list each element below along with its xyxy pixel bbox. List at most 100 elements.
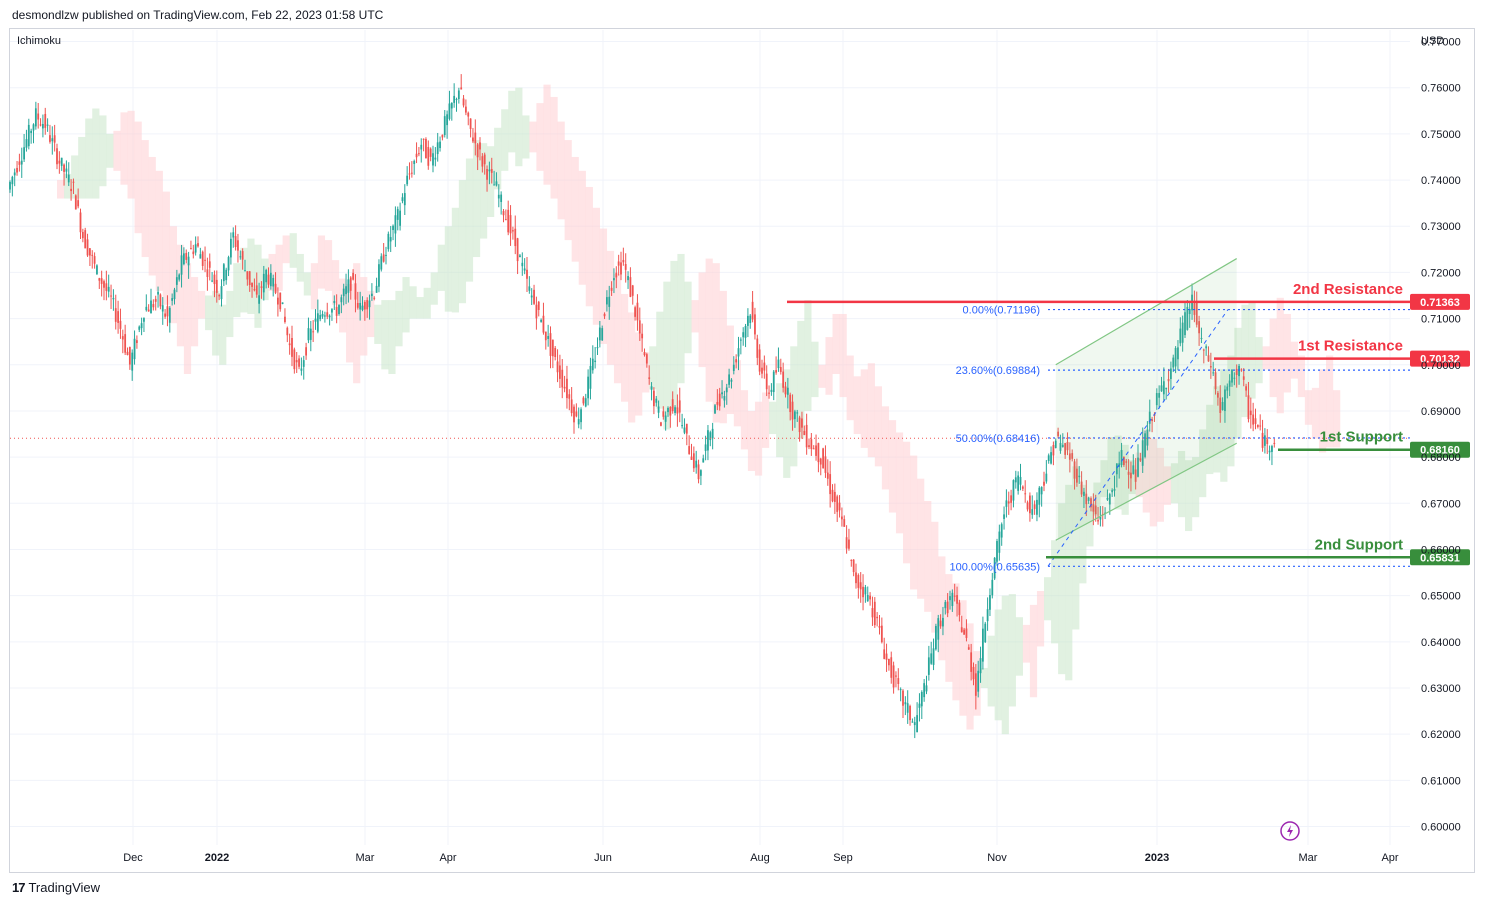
candle-body xyxy=(260,286,263,288)
candle-body xyxy=(410,172,413,174)
cloud-segment xyxy=(1008,594,1016,707)
candle-body xyxy=(972,666,975,680)
channel-upper xyxy=(1055,258,1238,366)
cloud-segment xyxy=(1142,429,1150,513)
candle-body xyxy=(460,87,463,90)
price-tick-label: 0.60000 xyxy=(1421,822,1461,834)
cloud-segment xyxy=(1177,450,1186,518)
candle-body xyxy=(1026,502,1029,510)
cloud-segment xyxy=(578,170,586,285)
cloud-segment xyxy=(120,112,128,185)
cloud-segment xyxy=(508,90,516,153)
candle-body xyxy=(1047,455,1050,461)
candle-body xyxy=(128,347,131,365)
cloud-segment xyxy=(388,300,396,375)
candle-body xyxy=(1245,386,1247,391)
candle-body xyxy=(707,430,709,451)
candle-body xyxy=(265,270,268,283)
candle-body xyxy=(685,423,688,434)
cloud-segment xyxy=(1114,435,1122,510)
candle-body xyxy=(328,315,331,318)
candle-body xyxy=(540,319,542,322)
cloud-segment xyxy=(613,273,622,384)
candle-body xyxy=(692,453,695,469)
candle-body xyxy=(782,371,785,388)
candle-body xyxy=(190,248,192,250)
cloud-segment xyxy=(973,651,981,716)
candle-body xyxy=(58,160,61,164)
candle-body xyxy=(944,602,947,609)
cloud-segment xyxy=(804,300,812,411)
candle-body xyxy=(960,627,963,633)
candle-body xyxy=(56,148,58,165)
cloud-segment xyxy=(141,140,149,258)
candle-body xyxy=(587,376,589,399)
footer-brand[interactable]: 17 TradingView xyxy=(12,880,100,895)
candle-body xyxy=(970,652,973,672)
candle-body xyxy=(319,315,322,320)
cloud-segment xyxy=(254,244,262,328)
candle-body xyxy=(131,352,134,371)
price-tick-label: 0.69000 xyxy=(1421,406,1461,418)
candle-body xyxy=(833,491,836,502)
candle-body xyxy=(876,616,879,619)
candle-body xyxy=(143,318,145,322)
candle-body xyxy=(77,200,80,207)
cloud-segment xyxy=(1044,577,1052,621)
candle-body xyxy=(850,559,853,561)
candle-body xyxy=(1137,457,1139,477)
cloud-segment xyxy=(536,103,544,171)
candle-body xyxy=(1127,471,1130,475)
candle-body xyxy=(615,272,618,278)
candle-body xyxy=(930,653,933,664)
price-tick-label: 0.64000 xyxy=(1421,637,1461,649)
candle-body xyxy=(683,427,686,433)
candle-body xyxy=(13,172,16,176)
candle-body xyxy=(1083,491,1085,496)
candle-body xyxy=(227,257,230,271)
candle-body xyxy=(1264,435,1266,446)
candle-body xyxy=(1043,481,1045,486)
indicator-label[interactable]: Ichimoku xyxy=(17,35,62,47)
candle-body xyxy=(305,347,307,356)
candle-body xyxy=(465,106,467,113)
candle-body xyxy=(413,160,416,164)
candle-body xyxy=(570,399,573,414)
candle-body xyxy=(920,691,923,707)
candle-body xyxy=(20,160,23,165)
candle-body xyxy=(345,286,347,295)
candle-body xyxy=(373,297,376,299)
level-name: 2nd Resistance xyxy=(1293,281,1403,298)
cloud-segment xyxy=(430,272,438,305)
cloud-segment xyxy=(1311,387,1320,439)
cloud-segment xyxy=(176,244,185,347)
candle-body xyxy=(883,649,886,659)
cloud-segment xyxy=(550,96,558,199)
candle-body xyxy=(281,302,284,304)
candle-body xyxy=(389,237,392,242)
cloud-segment xyxy=(78,136,86,199)
candle-body xyxy=(608,296,611,307)
candle-body xyxy=(803,430,806,435)
candle-body xyxy=(925,685,928,692)
candle-body xyxy=(582,397,585,404)
price-badge-label: 0.68160 xyxy=(1420,445,1460,457)
candle-body xyxy=(408,173,411,175)
lightning-icon[interactable] xyxy=(1280,821,1300,841)
time-tick-label: Sep xyxy=(833,852,853,864)
candle-body xyxy=(1170,368,1172,380)
candle-body xyxy=(862,586,864,598)
candle-body xyxy=(688,446,691,454)
cloud-segment xyxy=(635,332,643,416)
currency-label: USD xyxy=(1421,35,1444,47)
cloud-segment xyxy=(621,293,629,402)
candle-body xyxy=(1057,431,1059,437)
candle-body xyxy=(1021,486,1024,489)
candle-body xyxy=(1160,385,1163,392)
candle-body xyxy=(67,174,70,183)
cloud-segment xyxy=(423,287,431,319)
time-tick-label: 2023 xyxy=(1145,852,1169,864)
cloud-segment xyxy=(959,600,967,716)
candle-body xyxy=(380,256,383,270)
